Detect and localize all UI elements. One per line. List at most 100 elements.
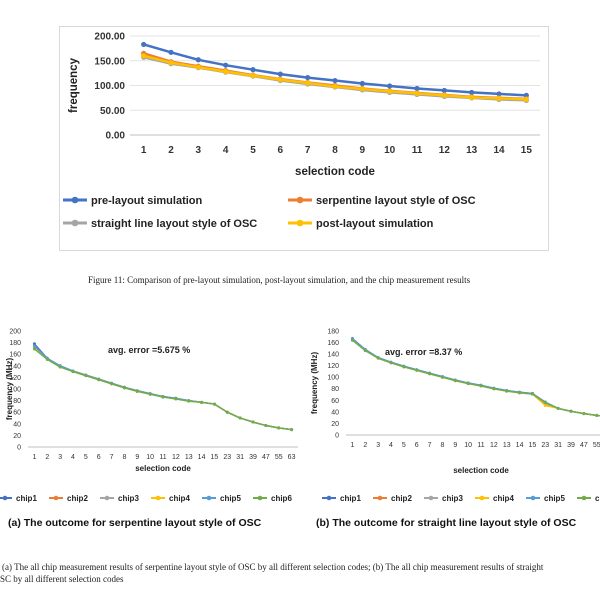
data-point [223, 62, 229, 68]
x-tick-label: 7 [305, 145, 311, 156]
data-point [496, 91, 502, 97]
x-tick-label: 15 [211, 454, 219, 461]
x-tick-label: 11 [477, 442, 484, 449]
data-point [32, 347, 36, 351]
x-tick-label: 10 [464, 442, 472, 449]
data-point [305, 74, 311, 81]
figure-11-caption: Figure 11: Comparison of pre-layout simu… [88, 275, 471, 285]
data-point [350, 338, 354, 342]
legend-label: chip4 [169, 494, 190, 503]
x-tick-label: 7 [110, 454, 114, 461]
y-tick-label: 120 [327, 363, 339, 370]
data-point [332, 83, 338, 90]
x-tick-label: 63 [288, 454, 296, 461]
data-point [200, 400, 204, 404]
legend-label: chip1 [340, 494, 361, 503]
y-tick-label: 160 [9, 352, 21, 359]
x-tick-label: 13 [466, 145, 478, 156]
x-axis-title: selection code [135, 464, 191, 473]
legend-marker [71, 196, 79, 204]
y-tick-label: 140 [327, 352, 339, 359]
y-axis-title: frequency (MHz) [5, 358, 14, 421]
y-tick-label: 100 [327, 375, 339, 382]
data-point [441, 92, 447, 98]
data-point [251, 420, 255, 424]
data-point [187, 399, 191, 403]
y-tick-label: 0 [335, 432, 339, 439]
data-point [359, 80, 365, 87]
y-tick-label: 120 [9, 375, 21, 382]
x-tick-label: 9 [360, 145, 366, 156]
x-tick-label: 3 [376, 442, 380, 449]
data-point [148, 392, 152, 396]
x-tick-label: 39 [249, 454, 257, 461]
data-point [122, 386, 126, 390]
legend-label: chip3 [442, 494, 463, 503]
data-point [141, 53, 147, 59]
data-point [496, 95, 502, 101]
x-tick-label: 31 [236, 454, 244, 461]
legend-label: chip1 [16, 494, 37, 503]
data-point [469, 89, 475, 96]
x-tick-label: 4 [71, 454, 75, 461]
legend-label: chip2 [67, 494, 88, 503]
data-point [168, 60, 174, 66]
data-point [195, 57, 201, 63]
x-tick-label: 9 [453, 442, 457, 449]
legend-marker [206, 495, 212, 501]
data-point [414, 90, 420, 97]
data-point [505, 389, 509, 393]
series-line-2 [33, 346, 292, 431]
x-tick-label: 9 [135, 454, 139, 461]
data-point [530, 392, 534, 396]
subcaption-a: (a) The outcome for serpentine layout st… [8, 517, 262, 529]
legend-marker [53, 495, 59, 501]
x-tick-label: 12 [439, 145, 451, 156]
y-tick-label: 80 [331, 386, 339, 393]
x-tick-label: 11 [159, 454, 166, 461]
series-line-3 [33, 347, 292, 431]
data-point [441, 87, 447, 94]
subcaption-b: (b) The outcome for straight line layout… [316, 517, 577, 529]
x-tick-label: 7 [428, 442, 432, 449]
x-tick-label: 6 [278, 145, 284, 156]
bottom-caption-line-2: SC by all different selection codes [0, 574, 124, 584]
data-point [556, 406, 560, 410]
legend-label: post-layout simulation [316, 218, 434, 230]
legend-marker [71, 219, 79, 227]
y-tick-label: 100.00 [94, 81, 125, 92]
x-tick-label: 8 [122, 454, 126, 461]
series-line-6 [33, 348, 292, 431]
x-tick-label: 31 [554, 442, 562, 449]
y-tick-label: 0.00 [106, 131, 126, 142]
data-point [277, 76, 283, 83]
y-tick-label: 200.00 [94, 32, 125, 43]
legend-label: straight line layout style of OSC [91, 218, 257, 230]
legend-marker [2, 495, 8, 501]
data-point [110, 382, 114, 386]
data-point [290, 428, 294, 432]
x-tick-label: 5 [250, 145, 256, 156]
data-point [518, 391, 522, 395]
legend-label: pre-layout simulation [91, 195, 203, 207]
y-tick-label: 40 [13, 421, 21, 428]
data-point [387, 83, 393, 89]
y-axis-title: frequency (MHz) [310, 352, 319, 415]
y-tick-label: 160 [327, 340, 339, 347]
legend-marker [479, 495, 485, 501]
x-tick-label: 14 [516, 442, 524, 449]
legend-label: chip5 [220, 494, 241, 503]
data-point [543, 404, 547, 408]
legend-label: chip2 [391, 494, 412, 503]
x-tick-label: 12 [172, 454, 180, 461]
legend-label: chip6 [595, 494, 600, 503]
legend-marker [296, 196, 304, 204]
x-tick-label: 5 [402, 442, 406, 449]
x-tick-label: 13 [185, 454, 193, 461]
y-tick-label: 60 [13, 410, 21, 417]
x-tick-label: 1 [32, 454, 36, 461]
data-point [277, 426, 281, 430]
legend-label: chip6 [271, 494, 292, 503]
